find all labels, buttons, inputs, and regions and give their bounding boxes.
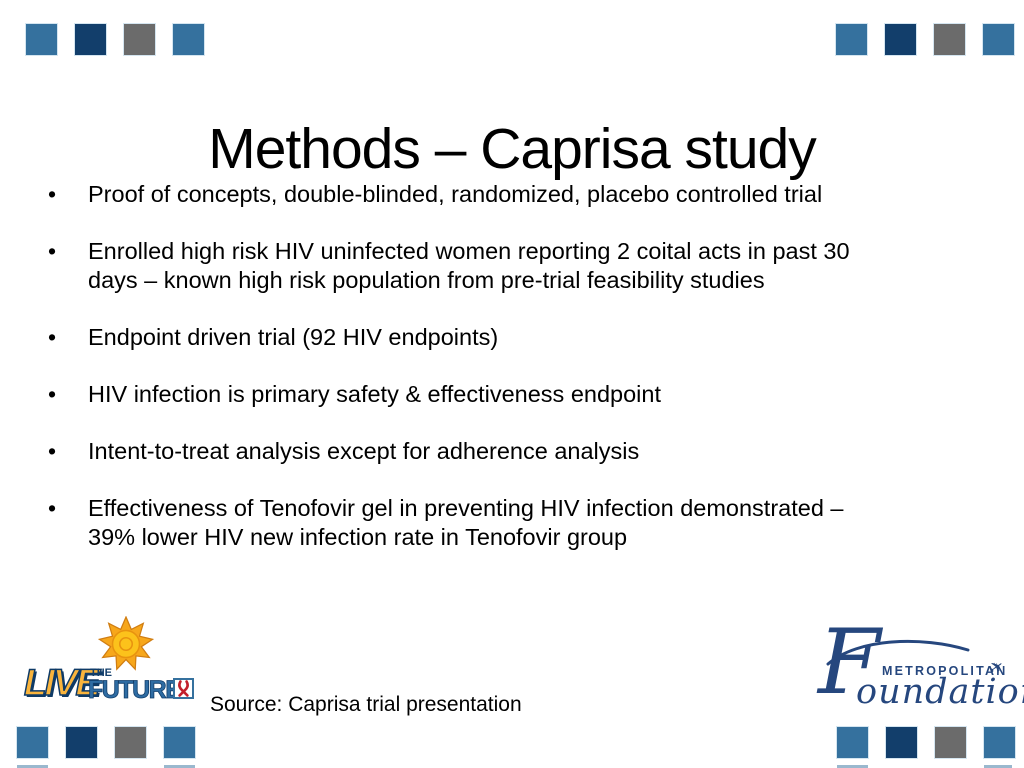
decor-square bbox=[934, 726, 967, 759]
decor-square bbox=[25, 23, 58, 56]
bullet-dot: • bbox=[48, 381, 57, 407]
bullet-item: • Intent-to-treat analysis except for ad… bbox=[48, 437, 972, 466]
bullet-text: Intent-to-treat analysis except for adhe… bbox=[88, 438, 640, 464]
decor-square bbox=[983, 726, 1016, 759]
decor-square bbox=[172, 23, 205, 56]
decor-square bbox=[74, 23, 107, 56]
bullet-dot: • bbox=[48, 324, 57, 350]
decor-square bbox=[16, 726, 49, 759]
bullet-dot: • bbox=[48, 181, 57, 207]
decor-square bbox=[884, 23, 917, 56]
source-caption: Source: Caprisa trial presentation bbox=[210, 693, 522, 716]
corner-squares-bottom-right bbox=[836, 726, 1016, 759]
decor-square bbox=[65, 726, 98, 759]
bottom-edge-square-partial bbox=[17, 765, 48, 768]
corner-squares-top-right bbox=[835, 23, 1015, 56]
decor-square bbox=[163, 726, 196, 759]
corner-squares-bottom-left bbox=[16, 726, 196, 759]
the-wordmark: THE bbox=[90, 667, 112, 679]
decor-square bbox=[885, 726, 918, 759]
corner-squares-top-left bbox=[25, 23, 205, 56]
bullet-text: Proof of concepts, double-blinded, rando… bbox=[88, 181, 823, 207]
live-the-future-logo: LIVE THE FUTURE bbox=[23, 614, 209, 718]
bullet-text: Enrolled high risk HIV uninfected women … bbox=[88, 238, 850, 293]
bullet-text: HIV infection is primary safety & effect… bbox=[88, 381, 661, 407]
bullet-item: • Endpoint driven trial (92 HIV endpoint… bbox=[48, 323, 972, 352]
metropolitan-wordmark: METROPOLITAN bbox=[882, 664, 1008, 678]
bullet-text: Effectiveness of Tenofovir gel in preven… bbox=[88, 495, 844, 550]
decor-square bbox=[982, 23, 1015, 56]
flourish-swash-icon bbox=[814, 636, 984, 675]
bullet-list: • Proof of concepts, double-blinded, ran… bbox=[48, 180, 972, 580]
sun-icon bbox=[97, 615, 155, 677]
live-wordmark: LIVE bbox=[23, 661, 101, 704]
decor-square bbox=[114, 726, 147, 759]
bottom-edge-square-partial bbox=[164, 765, 195, 768]
metropolitan-foundation-logo: F METROPOLITAN ✈ oundation bbox=[810, 618, 1024, 718]
bottom-edge-square-partial bbox=[837, 765, 868, 768]
bottom-edge-square-partial bbox=[984, 765, 1012, 768]
decor-square bbox=[836, 726, 869, 759]
bullet-dot: • bbox=[48, 438, 57, 464]
bullet-item: • HIV infection is primary safety & effe… bbox=[48, 380, 972, 409]
future-wordmark: FUTURE bbox=[88, 676, 183, 705]
foundation-initial: F bbox=[818, 610, 881, 715]
bullet-item: • Enrolled high risk HIV uninfected wome… bbox=[48, 237, 972, 295]
bullet-item: • Effectiveness of Tenofovir gel in prev… bbox=[48, 494, 972, 552]
bullet-item: • Proof of concepts, double-blinded, ran… bbox=[48, 180, 972, 209]
aids-ribbon-icon bbox=[173, 678, 194, 699]
decor-square bbox=[123, 23, 156, 56]
decor-square bbox=[835, 23, 868, 56]
slide-title: Methods – Caprisa study bbox=[208, 117, 816, 182]
foundation-wordmark: oundation bbox=[856, 672, 1024, 712]
bullet-dot: • bbox=[48, 238, 57, 264]
bullet-dot: • bbox=[48, 495, 57, 521]
decor-square bbox=[933, 23, 966, 56]
bullet-text: Endpoint driven trial (92 HIV endpoints) bbox=[88, 324, 499, 350]
